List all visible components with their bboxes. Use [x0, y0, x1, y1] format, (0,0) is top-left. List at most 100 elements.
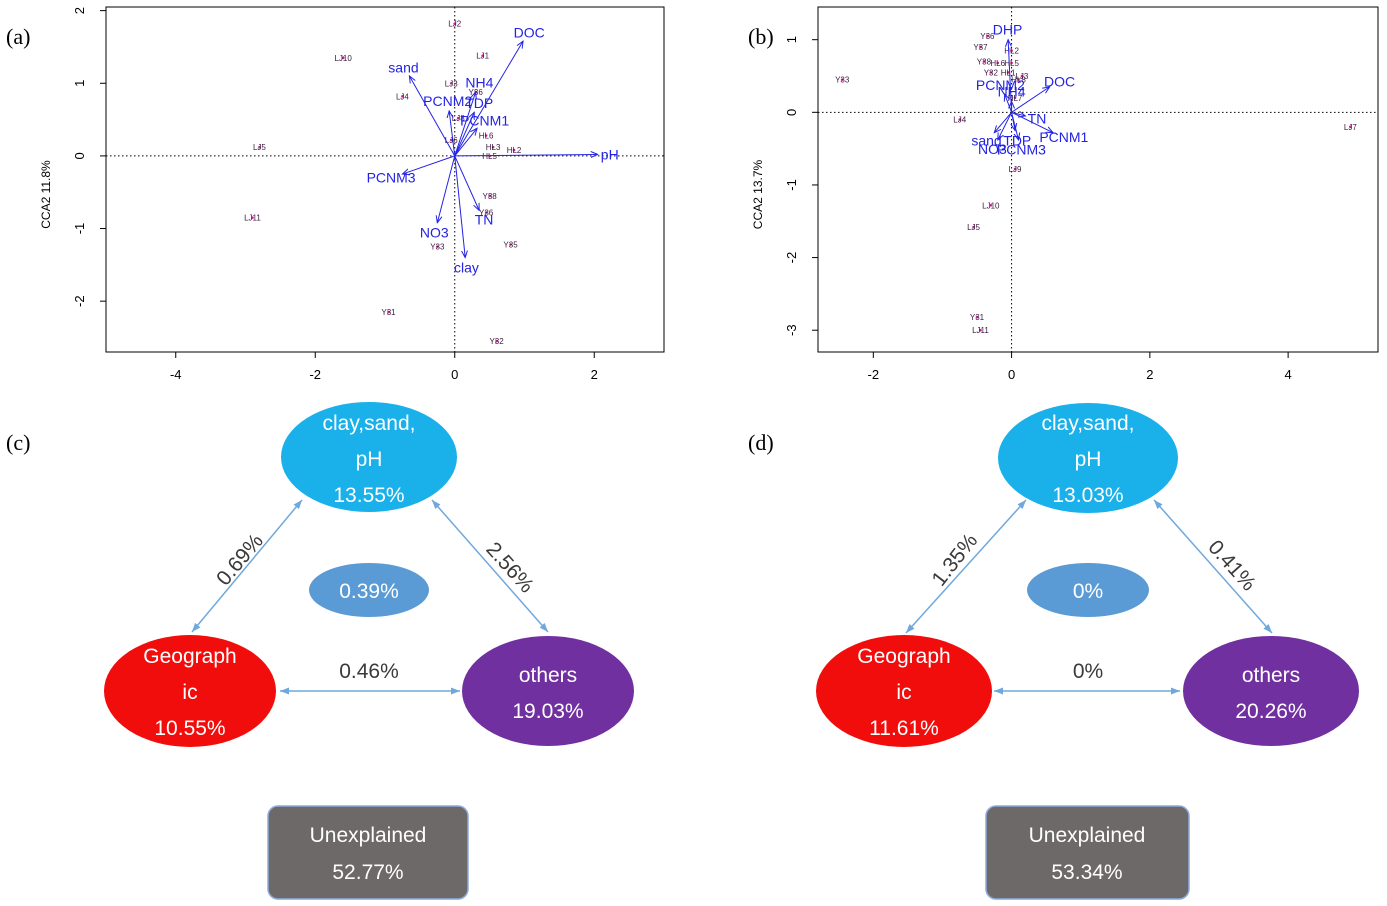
site-point	[495, 339, 498, 343]
site-label: LJ5	[967, 223, 980, 232]
soil-ellipse	[281, 402, 457, 512]
y-tick-label: -1	[784, 179, 799, 191]
env-arrow	[402, 155, 455, 174]
panel-c-letter: (c)	[6, 430, 30, 455]
site-label: LJ8	[452, 114, 465, 123]
cca-plot-a: -4 -2 0 2 -2 -1 0 1 2 CCA2 11.8% LJ2 LJ10 LJ1 LJ3 LJ4 Y…	[39, 6, 665, 382]
site-point	[1006, 71, 1010, 74]
shared-all-ellipse	[309, 563, 429, 617]
site-point	[491, 145, 495, 149]
site-label: LJ11	[972, 326, 989, 335]
env-arrow	[1011, 87, 1050, 113]
site-point	[488, 194, 491, 198]
site-label: Y36	[980, 32, 995, 41]
site-point	[436, 245, 439, 248]
env-arrow-label: pH	[601, 146, 619, 162]
unexplained-label: Unexplained	[1029, 824, 1146, 847]
env-arrow-label: PCNM2	[976, 77, 1025, 93]
others-label: others	[1242, 664, 1300, 687]
geographic-value: 11.61%	[869, 717, 939, 740]
x-tick-label: -4	[170, 367, 182, 382]
shared-all-ellipse	[1027, 563, 1149, 617]
site-label: LJ6	[445, 136, 458, 145]
geographic-ellipse	[104, 635, 276, 747]
env-arrow-label: DOC	[1044, 73, 1075, 89]
site-label: Y33	[835, 76, 850, 85]
site-label: LJ11	[244, 214, 261, 223]
env-arrow-label: sand	[388, 59, 418, 75]
others-label: others	[519, 664, 577, 687]
site-label: Y37	[973, 43, 988, 52]
site-label: LJ3	[445, 79, 458, 88]
env-arrow	[998, 112, 1013, 140]
site-point	[251, 216, 254, 219]
site-label: Y32	[984, 68, 999, 77]
panel-b-letter: (b)	[748, 24, 774, 49]
others-value: 19.03%	[512, 700, 583, 723]
env-arrow-label: NO3	[978, 141, 1007, 157]
site-label: LJ4	[396, 92, 409, 101]
panel-a-letter: (a)	[6, 24, 30, 49]
site-label: HL3	[486, 143, 501, 152]
env-arrow	[454, 92, 476, 157]
x-tick-label: 2	[1146, 367, 1153, 382]
env-arrow-label: DOC	[514, 25, 545, 41]
site-point	[979, 45, 982, 49]
geographic-label-line1: Geograph	[143, 645, 236, 668]
geographic-value: 10.55%	[154, 717, 225, 740]
site-point	[401, 95, 404, 98]
site-label: Y31	[970, 313, 985, 322]
geo-others-shared: 0%	[1073, 660, 1103, 683]
variance-partition-d: clay,sand, pH 13.03% Geograph ic 11.61% …	[816, 403, 1359, 900]
env-arrow-label: PCNM3	[997, 142, 1046, 158]
geo-others-shared: 0.46%	[339, 660, 399, 683]
site-label: LJ4	[953, 116, 966, 125]
y-tick-label: -3	[784, 324, 799, 336]
x-tick-label: 0	[451, 367, 458, 382]
shared-all-value: 0.39%	[339, 580, 399, 603]
env-arrow-label: TDP	[465, 95, 493, 111]
plot-frame	[105, 6, 665, 353]
connector-soil-others	[1153, 499, 1273, 634]
site-label: HL2	[507, 146, 522, 155]
env-arrow	[1011, 111, 1053, 132]
site-point	[1010, 49, 1013, 52]
env-arrow	[454, 112, 475, 157]
y-tick-label: 1	[72, 80, 87, 87]
x-tick-label: 4	[1285, 367, 1292, 382]
site-point	[989, 71, 993, 74]
site-point	[1020, 74, 1024, 78]
site-point	[1013, 167, 1017, 171]
env-arrow-label: PCNM1	[460, 113, 509, 129]
env-arrow-label: clay	[454, 260, 479, 276]
env-arrow	[1008, 40, 1013, 113]
unexplained-value: 53.34%	[1051, 861, 1122, 884]
soil-label-line1: clay,sand,	[1042, 412, 1135, 435]
unexplained-value: 52.77%	[332, 861, 403, 884]
site-point	[449, 138, 453, 142]
geo-soil-shared: 1.35%	[927, 529, 982, 590]
others-ellipse	[1183, 636, 1359, 746]
site-point	[1010, 61, 1013, 65]
env-arrow-label: NH4	[998, 83, 1026, 99]
geographic-label-line2: ic	[896, 681, 911, 704]
site-label: HL5	[1004, 59, 1019, 68]
others-ellipse	[462, 636, 634, 746]
unexplained-label: Unexplained	[310, 824, 427, 847]
env-arrow	[454, 155, 465, 258]
geographic-label-line1: Geograph	[857, 645, 950, 668]
env-arrow-label: TN	[475, 211, 494, 227]
y-tick-label: 0	[72, 152, 87, 159]
env-arrow-label: PCNM2	[423, 93, 472, 109]
site-point	[975, 315, 979, 319]
site-label: LJ10	[334, 54, 352, 63]
env-arrow	[454, 41, 523, 157]
panel-d-letter: (d)	[748, 430, 774, 455]
site-label: Y31	[381, 308, 396, 317]
y-tick-label: 0	[784, 109, 799, 116]
site-label: HL6	[990, 59, 1005, 68]
soil-value: 13.55%	[333, 484, 404, 507]
soil-label-line2: pH	[1075, 448, 1102, 471]
unexplained-box	[267, 805, 469, 900]
site-label: HL1	[1001, 68, 1016, 77]
